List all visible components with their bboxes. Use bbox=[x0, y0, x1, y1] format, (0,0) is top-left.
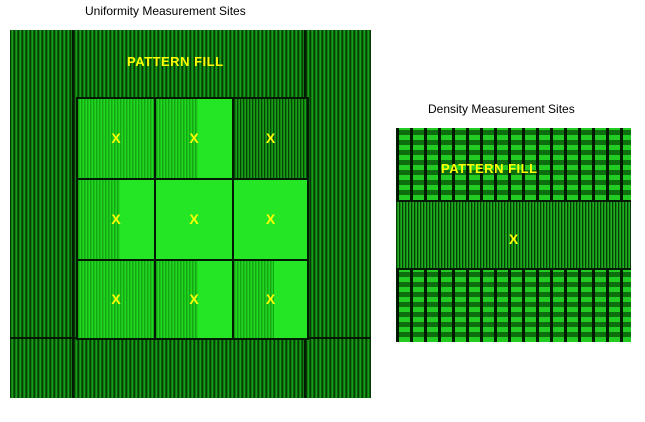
density-title: Density Measurement Sites bbox=[428, 102, 575, 116]
pattern-band-top bbox=[396, 128, 631, 200]
site-marker: X bbox=[265, 129, 276, 146]
site-marker: X bbox=[111, 290, 121, 307]
measurement-site: X bbox=[156, 180, 232, 259]
pattern-fill-label: PATTERN FILL bbox=[441, 161, 538, 176]
pattern-band-bottom bbox=[396, 270, 631, 342]
uniformity-panel: PATTERN FILL X X X X X X X X X bbox=[10, 30, 371, 398]
measurement-band bbox=[396, 202, 631, 268]
measurement-site: X bbox=[234, 99, 307, 178]
site-marker: X bbox=[508, 231, 519, 247]
measurement-site: X bbox=[234, 180, 307, 259]
pattern-divider bbox=[72, 30, 74, 398]
measurement-site: X bbox=[78, 180, 154, 259]
measurement-site: X bbox=[156, 261, 232, 338]
measurement-site: X bbox=[78, 99, 154, 178]
pattern-fill-label: PATTERN FILL bbox=[127, 54, 224, 69]
density-panel: PATTERN FILL X bbox=[396, 128, 631, 342]
measurement-site: X bbox=[234, 261, 307, 338]
measurement-site: X bbox=[156, 99, 232, 178]
site-marker: X bbox=[189, 129, 199, 146]
site-marker: X bbox=[189, 210, 199, 227]
uniformity-title: Uniformity Measurement Sites bbox=[85, 4, 246, 18]
site-marker: X bbox=[265, 210, 276, 227]
measurement-site-grid: X X X X X X X X X bbox=[76, 97, 309, 340]
site-marker: X bbox=[111, 210, 121, 227]
site-marker: X bbox=[189, 290, 199, 307]
measurement-site: X bbox=[78, 261, 154, 338]
site-marker: X bbox=[265, 290, 276, 307]
site-marker: X bbox=[111, 129, 121, 146]
